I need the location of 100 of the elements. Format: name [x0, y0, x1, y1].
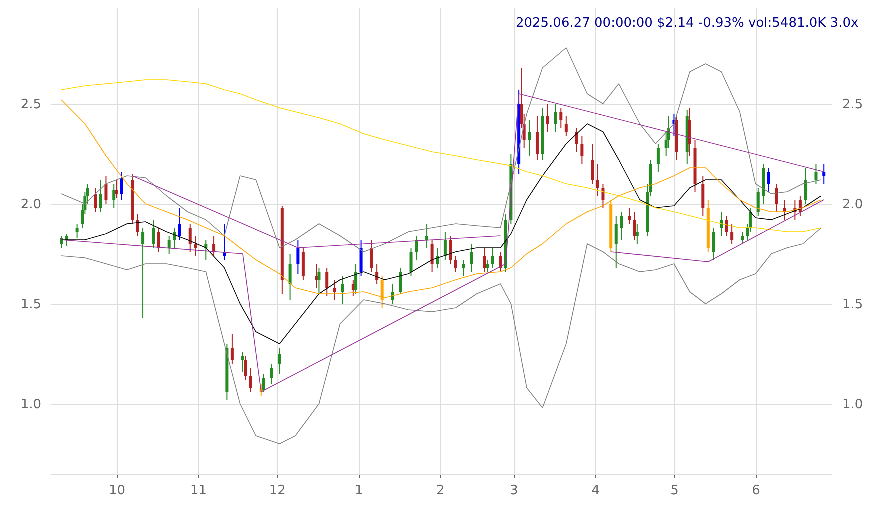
- y2-tick-label: 1.5: [842, 298, 864, 312]
- candlestick: [120, 172, 124, 200]
- line-series: [61, 80, 822, 232]
- x-tick-label: 11: [190, 484, 208, 498]
- line-series: [61, 124, 822, 344]
- candlestick: [178, 208, 182, 240]
- candlestick: [249, 368, 252, 392]
- candlestick: [410, 248, 413, 276]
- candlestick: [230, 334, 234, 364]
- y-tick-label: 1.5: [20, 298, 42, 312]
- candlestick: [449, 236, 452, 264]
- candlestick: [528, 120, 532, 156]
- line-series: [61, 100, 822, 298]
- candlestick: [767, 168, 770, 192]
- candlestick: [241, 352, 244, 372]
- candlestick: [415, 236, 418, 260]
- candlestick: [288, 254, 292, 300]
- line-series: [61, 228, 822, 444]
- candlestick: [360, 240, 363, 276]
- candlestick: [804, 168, 808, 204]
- candlestick: [244, 356, 248, 380]
- candlestick: [775, 184, 778, 212]
- candlestick: [756, 188, 760, 216]
- y-tick-label: 2.5: [20, 98, 42, 112]
- candlestick: [554, 104, 558, 132]
- candlestick: [591, 144, 594, 184]
- candlestick: [491, 248, 494, 268]
- candlestick: [136, 214, 140, 236]
- candlestick: [188, 224, 192, 252]
- candlestick: [580, 136, 584, 164]
- x-tick-label: 5: [670, 484, 679, 498]
- x-tick-label: 4: [592, 484, 600, 498]
- candlestick: [483, 248, 486, 272]
- candlestick: [712, 228, 716, 260]
- candlestick: [798, 196, 802, 216]
- candlestick: [60, 236, 64, 248]
- candlestick: [546, 104, 550, 132]
- candlestick: [462, 260, 466, 276]
- candlestick: [536, 116, 539, 160]
- x-tick-label: 6: [752, 484, 760, 498]
- candlestick: [614, 216, 618, 268]
- candlestick: [656, 144, 660, 172]
- y2-tick-label: 1.0: [842, 398, 864, 412]
- candlestick: [334, 280, 336, 300]
- x-tick-label: 12: [269, 484, 286, 498]
- candlestick: [99, 180, 102, 212]
- candlestick: [270, 364, 274, 384]
- candlestick: [730, 224, 734, 244]
- candlestick: [720, 212, 724, 236]
- candlestick: [302, 248, 305, 280]
- candlestick: [633, 212, 636, 240]
- candlestick: [194, 236, 198, 256]
- candlestick: [564, 116, 568, 136]
- candlestick: [636, 224, 639, 244]
- candlestick: [499, 252, 502, 272]
- y-tick-label: 1.0: [20, 398, 42, 412]
- y2-tick-label: 2.0: [842, 198, 864, 212]
- candlestick: [354, 264, 358, 294]
- candlestick: [115, 180, 118, 198]
- y2-tick-label: 2.5: [842, 98, 864, 112]
- candlestick: [444, 232, 447, 260]
- candlestick: [326, 268, 329, 296]
- candlestick: [596, 164, 600, 196]
- candlestick: [296, 240, 300, 274]
- candlestick: [486, 260, 490, 272]
- candlestick: [212, 236, 216, 256]
- candlestick: [94, 188, 98, 212]
- candlestick: [430, 240, 434, 272]
- candlestick: [628, 208, 632, 224]
- candlestick: [725, 216, 728, 236]
- candlestick: [262, 374, 266, 392]
- candlestick: [168, 236, 171, 254]
- candlestick: [112, 184, 116, 208]
- candlestick: [560, 108, 563, 128]
- candlestick: [157, 228, 160, 252]
- text: 2025.06.27 00:00:00 $2.14 -0.93% vol:5481.0K 3.0x: [516, 16, 859, 31]
- x-tick-label: 1: [355, 484, 364, 498]
- x-tick-label: 2: [436, 484, 445, 498]
- candlestick: [602, 184, 605, 208]
- candlestick: [370, 240, 374, 272]
- candlestick: [436, 248, 440, 268]
- candlestick: [104, 176, 108, 204]
- candlestick: [814, 164, 818, 184]
- y-tick-label: 2.0: [20, 198, 42, 212]
- candlestick: [391, 284, 394, 304]
- candlestick: [399, 268, 402, 294]
- candlestick: [702, 176, 705, 216]
- candlestick: [620, 212, 624, 240]
- candlestick: [688, 108, 692, 156]
- candlestick: [278, 348, 282, 374]
- candlestick: [173, 228, 176, 248]
- line-series: [61, 94, 825, 392]
- candlestick: [341, 276, 344, 304]
- candlestick: [741, 232, 744, 244]
- x-tick-label: 3: [510, 484, 518, 498]
- candlestick: [142, 228, 145, 318]
- candlestick: [575, 128, 578, 152]
- candlestick: [376, 264, 379, 284]
- candlestick: [318, 268, 321, 294]
- candlestick: [470, 244, 474, 272]
